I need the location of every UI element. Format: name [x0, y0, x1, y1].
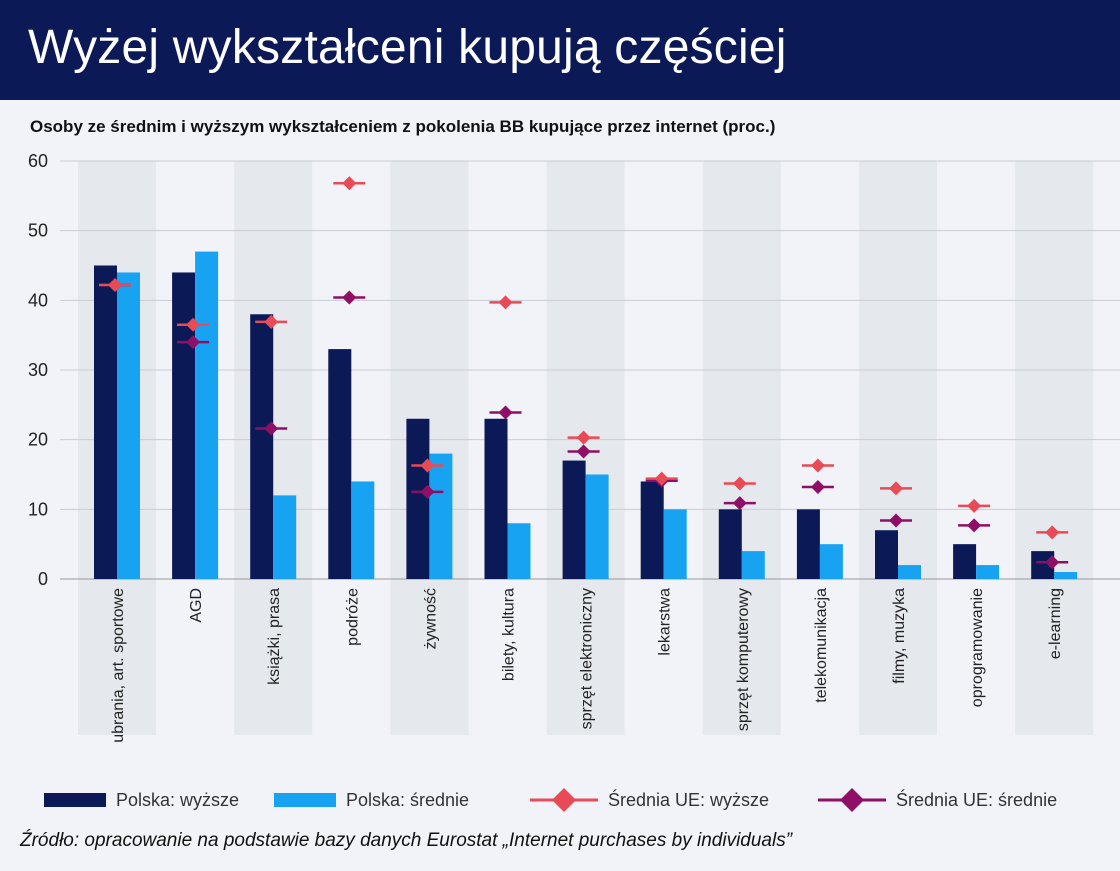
bar-polska-wyzsze	[328, 349, 352, 579]
bar-polska-srednie	[117, 272, 140, 579]
legend-marker-ue-srednie	[840, 788, 864, 812]
source-note: Źródło: opracowanie na podstawie bazy da…	[20, 830, 793, 851]
x-tick-label: oprogramowanie	[969, 588, 986, 707]
bar-polska-wyzsze	[406, 418, 430, 579]
bar-polska-wyzsze	[250, 314, 274, 579]
x-tick-label: książki, prasa	[266, 588, 283, 685]
category-band	[702, 161, 781, 735]
y-tick-label: 30	[28, 360, 48, 380]
x-tick-label: podróże	[344, 588, 361, 646]
y-tick-label: 40	[28, 290, 48, 310]
y-tick-label: 0	[38, 569, 48, 589]
bar-polska-wyzsze	[640, 481, 664, 579]
bar-polska-wyzsze	[562, 460, 586, 579]
marker-ue-wyzsze	[967, 498, 982, 513]
chart-subtitle: Osoby ze średnim i wyższym wykształcenie…	[30, 117, 776, 136]
x-tick-label: AGD	[188, 588, 205, 623]
legend-swatch-polska-wyzsze	[44, 793, 106, 807]
bar-polska-wyzsze	[953, 544, 977, 579]
bar-polska-srednie	[819, 544, 843, 579]
marker-ue-wyzsze	[498, 295, 513, 310]
marker-ue-wyzsze	[186, 317, 201, 332]
bar-polska-srednie	[429, 453, 453, 579]
marker-ue-srednie	[732, 496, 747, 511]
x-tick-label: bilety, kultura	[501, 588, 518, 681]
y-tick-label: 60	[28, 151, 48, 171]
y-tick-label: 10	[28, 499, 48, 519]
y-tick-label: 20	[28, 430, 48, 450]
marker-ue-wyzsze	[1045, 525, 1060, 540]
chart-title: Wyżej wykształceni kupują częściej	[28, 21, 787, 74]
marker-ue-srednie	[576, 444, 591, 459]
marker-ue-srednie	[264, 421, 279, 436]
marker-ue-wyzsze	[889, 481, 903, 496]
bar-polska-wyzsze	[718, 509, 742, 579]
bar-polska-wyzsze	[875, 530, 898, 579]
legend-swatch-polska-srednie	[274, 793, 336, 807]
bar-polska-srednie	[585, 474, 609, 579]
marker-ue-wyzsze	[654, 471, 669, 486]
marker-ue-srednie	[186, 335, 201, 350]
marker-ue-srednie	[342, 290, 357, 305]
marker-ue-wyzsze	[108, 278, 122, 293]
x-tick-label: żywność	[422, 588, 439, 649]
bar-polska-srednie	[741, 551, 765, 579]
marker-ue-srednie	[498, 405, 513, 420]
category-band	[859, 161, 937, 735]
marker-ue-wyzsze	[732, 476, 747, 491]
bar-polska-wyzsze	[1031, 551, 1055, 579]
x-tick-label: sprzęt elektroniczny	[579, 588, 596, 729]
x-tick-label: sprzęt komputerowy	[735, 588, 752, 731]
legend-label-ue-srednie: Średnia UE: średnie	[896, 789, 1057, 810]
bar-polska-wyzsze	[484, 418, 508, 579]
bar-polska-wyzsze	[172, 272, 196, 579]
bar-polska-srednie	[1054, 572, 1078, 579]
chart: 0 10 20 30 40 50 60 ubrania, art. sportowe AGD ks…	[28, 151, 1120, 812]
marker-ue-srednie	[967, 518, 982, 533]
bar-polska-srednie	[273, 495, 297, 579]
marker-ue-wyzsze	[420, 458, 435, 473]
marker-ue-wyzsze	[342, 176, 357, 191]
x-tick-label: telekomunikacja	[813, 588, 830, 703]
x-tick-label: lekarstwa	[657, 588, 674, 656]
marker-ue-srednie	[889, 513, 903, 528]
marker-ue-srednie	[1045, 555, 1060, 570]
title-bar: Wyżej wykształceni kupują częściej	[0, 0, 1120, 100]
marker-ue-srednie	[810, 480, 825, 495]
y-tick-label: 50	[28, 221, 48, 241]
bar-polska-srednie	[195, 251, 219, 580]
legend-label-polska-srednie: Polska: średnie	[346, 790, 469, 810]
bar-polska-srednie	[351, 481, 375, 579]
bar-polska-wyzsze	[94, 265, 117, 579]
bar-polska-srednie	[898, 565, 921, 579]
bar-polska-srednie	[507, 523, 531, 579]
marker-ue-wyzsze	[810, 458, 825, 473]
bar-polska-srednie	[976, 565, 1000, 579]
x-tick-label: ubrania, art. sportowe	[110, 588, 127, 743]
marker-ue-srednie	[420, 484, 435, 499]
x-tick-label: filmy, muzyka	[891, 588, 908, 684]
x-tick-label: e-learning	[1047, 588, 1064, 659]
bar-polska-wyzsze	[796, 509, 820, 579]
legend-label-polska-wyzsze: Polska: wyższe	[116, 790, 239, 810]
legend-label-ue-wyzsze: Średnia UE: wyższe	[608, 789, 769, 810]
bar-polska-srednie	[663, 509, 687, 579]
legend-marker-ue-wyzsze	[552, 788, 576, 812]
marker-ue-wyzsze	[264, 314, 279, 329]
category-band	[1015, 161, 1094, 735]
marker-ue-wyzsze	[576, 430, 591, 445]
